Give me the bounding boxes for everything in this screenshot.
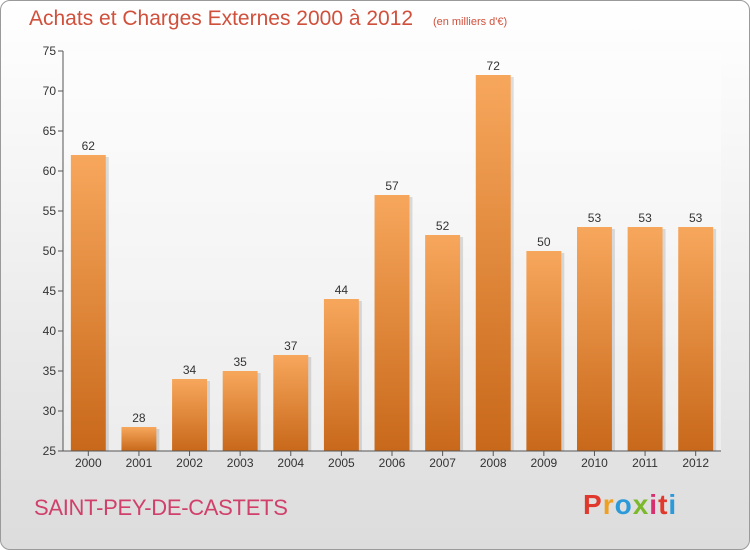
y-tick-label: 55 bbox=[43, 204, 57, 218]
x-tick-label-2005: 2005 bbox=[328, 456, 355, 470]
y-tick-label: 40 bbox=[43, 324, 57, 338]
value-label-2000: 62 bbox=[82, 139, 96, 153]
logo-letter: t bbox=[658, 489, 669, 520]
proxiti-logo: Proxiti bbox=[583, 489, 677, 521]
y-tick-label: 60 bbox=[43, 164, 57, 178]
chart-subtitle: (en milliers d'€) bbox=[432, 16, 508, 28]
chart-title: Achats et Charges Externes 2000 à 2012 (… bbox=[29, 7, 507, 31]
value-label-2005: 44 bbox=[335, 283, 349, 297]
logo-letter: i bbox=[649, 489, 659, 520]
bar-2004 bbox=[273, 355, 309, 451]
x-tick-label-2008: 2008 bbox=[480, 456, 507, 470]
y-axis-ticks: 25 30 35 40 45 50 55 60 65 70 75 bbox=[43, 44, 63, 458]
bars bbox=[70, 75, 717, 451]
logo-letter: o bbox=[614, 489, 633, 520]
bar-2007 bbox=[425, 235, 461, 451]
bar-2006 bbox=[374, 195, 410, 451]
x-tick-label-2001: 2001 bbox=[126, 456, 153, 470]
bar-2002 bbox=[172, 379, 208, 451]
value-label-2003: 35 bbox=[233, 355, 247, 369]
bar-2009 bbox=[526, 251, 562, 451]
y-tick-label: 70 bbox=[43, 84, 57, 98]
bar-2010 bbox=[576, 227, 612, 451]
bar-2012 bbox=[678, 227, 714, 451]
bar-2005 bbox=[323, 299, 359, 451]
x-tick-label-2011: 2011 bbox=[632, 456, 658, 470]
bar-2000 bbox=[70, 155, 106, 451]
value-label-2006: 57 bbox=[385, 179, 399, 193]
y-tick-label: 75 bbox=[43, 44, 57, 58]
value-label-2007: 52 bbox=[436, 219, 450, 233]
value-label-2002: 34 bbox=[183, 363, 197, 377]
logo-letter: r bbox=[602, 489, 615, 520]
logo-letter: x bbox=[632, 489, 650, 520]
x-tick-label-2000: 2000 bbox=[75, 456, 102, 470]
commune-name: SAINT-PEY-DE-CASTETS bbox=[34, 495, 288, 520]
bar-2011 bbox=[627, 227, 663, 451]
y-tick-label: 65 bbox=[43, 124, 57, 138]
y-tick-label: 30 bbox=[43, 404, 57, 418]
y-tick-label: 25 bbox=[43, 444, 57, 458]
value-label-2012: 53 bbox=[689, 211, 703, 225]
bar-2008 bbox=[475, 75, 511, 451]
x-tick-label-2003: 2003 bbox=[227, 456, 254, 470]
y-tick-label: 45 bbox=[43, 284, 57, 298]
y-tick-label: 50 bbox=[43, 244, 57, 258]
value-labels: 62 28 34 35 37 44 57 52 72 50 53 53 53 bbox=[82, 59, 703, 425]
y-tick-label: 35 bbox=[43, 364, 57, 378]
x-tick-label-2010: 2010 bbox=[581, 456, 608, 470]
x-tick-label-2007: 2007 bbox=[429, 456, 456, 470]
x-tick-label-2006: 2006 bbox=[379, 456, 406, 470]
logo-letter: P bbox=[583, 489, 603, 520]
x-tick-label-2002: 2002 bbox=[176, 456, 203, 470]
value-label-2001: 28 bbox=[132, 411, 146, 425]
bar-2001 bbox=[121, 427, 157, 451]
x-tick-label-2009: 2009 bbox=[530, 456, 557, 470]
x-tick-label-2012: 2012 bbox=[682, 456, 709, 470]
logo-letter: i bbox=[668, 489, 678, 520]
value-label-2009: 50 bbox=[537, 235, 551, 249]
value-label-2011: 53 bbox=[638, 211, 652, 225]
x-axis-ticks: 2000 2001 2002 2003 2004 2005 2006 2007 2008 2009… bbox=[75, 451, 709, 470]
x-tick-label-2004: 2004 bbox=[277, 456, 304, 470]
chart-title-text: Achats et Charges Externes 2000 à 2012 bbox=[29, 7, 414, 30]
value-label-2004: 37 bbox=[284, 339, 298, 353]
value-label-2010: 53 bbox=[588, 211, 602, 225]
bar-2003 bbox=[222, 371, 258, 451]
value-label-2008: 72 bbox=[487, 59, 501, 73]
